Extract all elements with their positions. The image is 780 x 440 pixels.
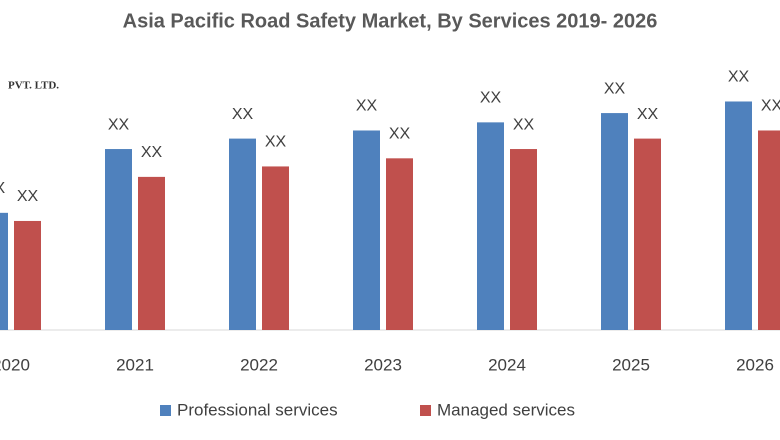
- data-label: XX: [728, 69, 750, 86]
- x-tick-label: 2022: [240, 355, 278, 374]
- bar: [634, 138, 661, 330]
- data-label: XX: [480, 90, 502, 107]
- data-label: XX: [513, 116, 535, 133]
- data-label: XX: [637, 106, 659, 123]
- bar: [353, 130, 380, 330]
- bar: [138, 176, 165, 330]
- data-label: XX: [761, 98, 780, 115]
- data-label: XX: [604, 80, 626, 97]
- bar: [262, 166, 289, 330]
- chart-title: Asia Pacific Road Safety Market, By Serv…: [123, 10, 658, 32]
- bar: [14, 220, 41, 330]
- bar: [601, 113, 628, 330]
- data-label: XX: [108, 116, 130, 133]
- data-label: XX: [141, 144, 163, 161]
- bar: [386, 158, 413, 330]
- legend-swatch: [420, 405, 431, 416]
- data-label: XX: [0, 180, 6, 197]
- data-label: XX: [356, 98, 378, 115]
- x-tick-label: 2026: [736, 355, 774, 374]
- x-tick-label: 2020: [0, 355, 30, 374]
- bar: [105, 149, 132, 330]
- bar: [229, 138, 256, 330]
- data-label: XX: [265, 134, 287, 151]
- watermark: PVT. LTD.: [8, 80, 59, 92]
- data-label: XX: [232, 106, 254, 123]
- x-tick-label: 2024: [488, 355, 526, 374]
- bar: [758, 130, 780, 330]
- legend-label: Professional services: [177, 400, 338, 419]
- legend-swatch: [160, 405, 171, 416]
- bar: [477, 122, 504, 330]
- bar: [725, 101, 752, 330]
- data-label: XX: [17, 188, 39, 205]
- legend-label: Managed services: [437, 400, 575, 419]
- bar: [0, 212, 8, 330]
- bar: [510, 149, 537, 330]
- x-tick-label: 2021: [116, 355, 154, 374]
- data-label: XX: [389, 126, 411, 143]
- x-tick-label: 2025: [612, 355, 650, 374]
- x-tick-label: 2023: [364, 355, 402, 374]
